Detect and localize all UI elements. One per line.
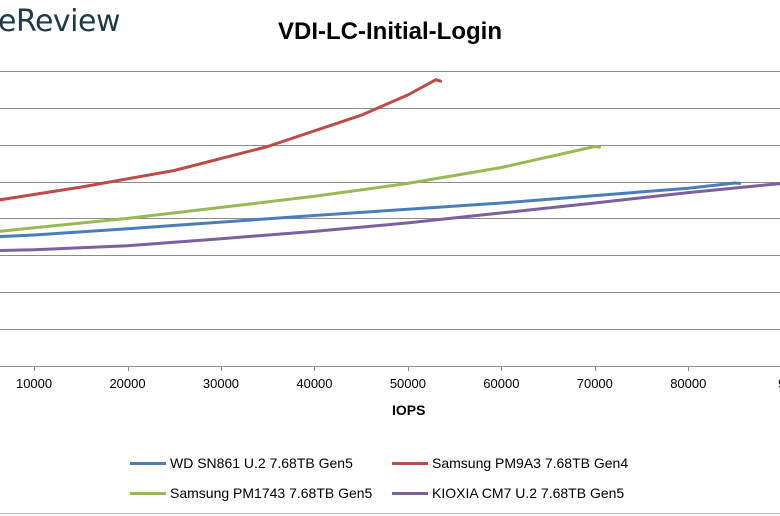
series-line-3	[0, 182, 780, 252]
legend-label: Samsung PM9A3 7.68TB Gen4	[432, 455, 629, 471]
x-tick-label: 70000	[577, 376, 613, 391]
legend-swatch	[392, 461, 428, 465]
x-tick-label: 10000	[16, 376, 52, 391]
x-tick-label: 60000	[483, 376, 519, 391]
x-tick-label: 50000	[390, 376, 426, 391]
legend-item-samsung-pm1743: Samsung PM1743 7.68TB Gen5	[130, 483, 372, 503]
legend-swatch	[130, 491, 166, 495]
series-line-2	[0, 145, 601, 233]
series-lines	[0, 78, 780, 252]
legend-item-wd-sn861: WD SN861 U.2 7.68TB Gen5	[130, 453, 353, 473]
legend-item-kioxia-cm7: KIOXIA CM7 U.2 7.68TB Gen5	[392, 483, 624, 503]
x-tick-label: 30000	[203, 376, 239, 391]
legend-swatch	[130, 461, 166, 465]
chart-border	[0, 513, 780, 514]
series-line-0	[0, 181, 742, 239]
legend-label: WD SN861 U.2 7.68TB Gen5	[170, 455, 353, 471]
x-tick-label: 20000	[109, 376, 145, 391]
x-axis-label: IOPS	[392, 402, 426, 418]
x-tick-label: 9	[778, 376, 780, 391]
brand-logo-text: eReview	[0, 4, 121, 39]
x-axis: 10000 20000 30000 40000 50000 60000 70000 80000…	[0, 366, 780, 391]
x-tick-label: 40000	[296, 376, 332, 391]
legend-swatch	[392, 491, 428, 495]
chart-title: VDI-LC-Initial-Login	[278, 18, 502, 45]
legend-label: Samsung PM1743 7.68TB Gen5	[170, 485, 373, 501]
gridlines	[0, 71, 780, 330]
legend-label: KIOXIA CM7 U.2 7.68TB Gen5	[432, 485, 625, 501]
x-tick-label: 80000	[670, 376, 706, 391]
legend-item-samsung-pm9a3: Samsung PM9A3 7.68TB Gen4	[392, 453, 628, 473]
series-line-1	[0, 78, 443, 202]
legend: WD SN861 U.2 7.68TB Gen5 Samsung PM9A3 7…	[130, 450, 690, 506]
